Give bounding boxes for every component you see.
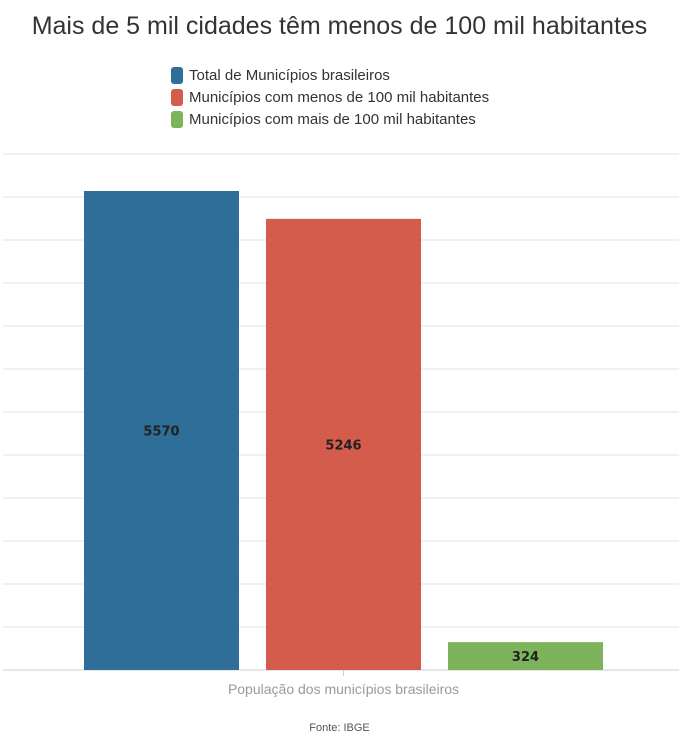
data-label-0: 5570 [143,424,179,439]
legend-label-mais: Municípios com mais de 100 mil habitante… [189,110,476,128]
data-label-2: 324 [512,650,539,665]
x-axis-label: População dos municípios brasileiros [228,681,459,697]
legend-label-total: Total de Municípios brasileiros [189,66,390,84]
source-note: Fonte: IBGE [309,722,370,734]
legend-item-mais[interactable]: Municípios com mais de 100 mil habitante… [171,108,489,130]
legend-item-menos[interactable]: Municípios com menos de 100 mil habitant… [171,86,489,108]
chart-title: Mais de 5 mil cidades têm menos de 100 m… [31,12,648,40]
legend-label-menos: Municípios com menos de 100 mil habitant… [189,88,490,106]
bar-0[interactable] [84,190,239,671]
legend-swatch-total [171,66,183,84]
bar-1[interactable] [266,218,421,670]
data-labels: 5570 5246 324 [143,424,539,665]
bar-2[interactable] [448,642,603,670]
legend-swatch-menos [171,88,183,106]
x-axis: População dos municípios brasileiros [228,670,459,697]
data-label-1: 5246 [325,438,361,453]
bars [84,190,603,671]
legend-item-total[interactable]: Total de Municípios brasileiros [171,64,489,86]
legend: Total de Municípios brasileiros Municípi… [171,64,489,130]
legend-swatch-mais [171,110,183,128]
